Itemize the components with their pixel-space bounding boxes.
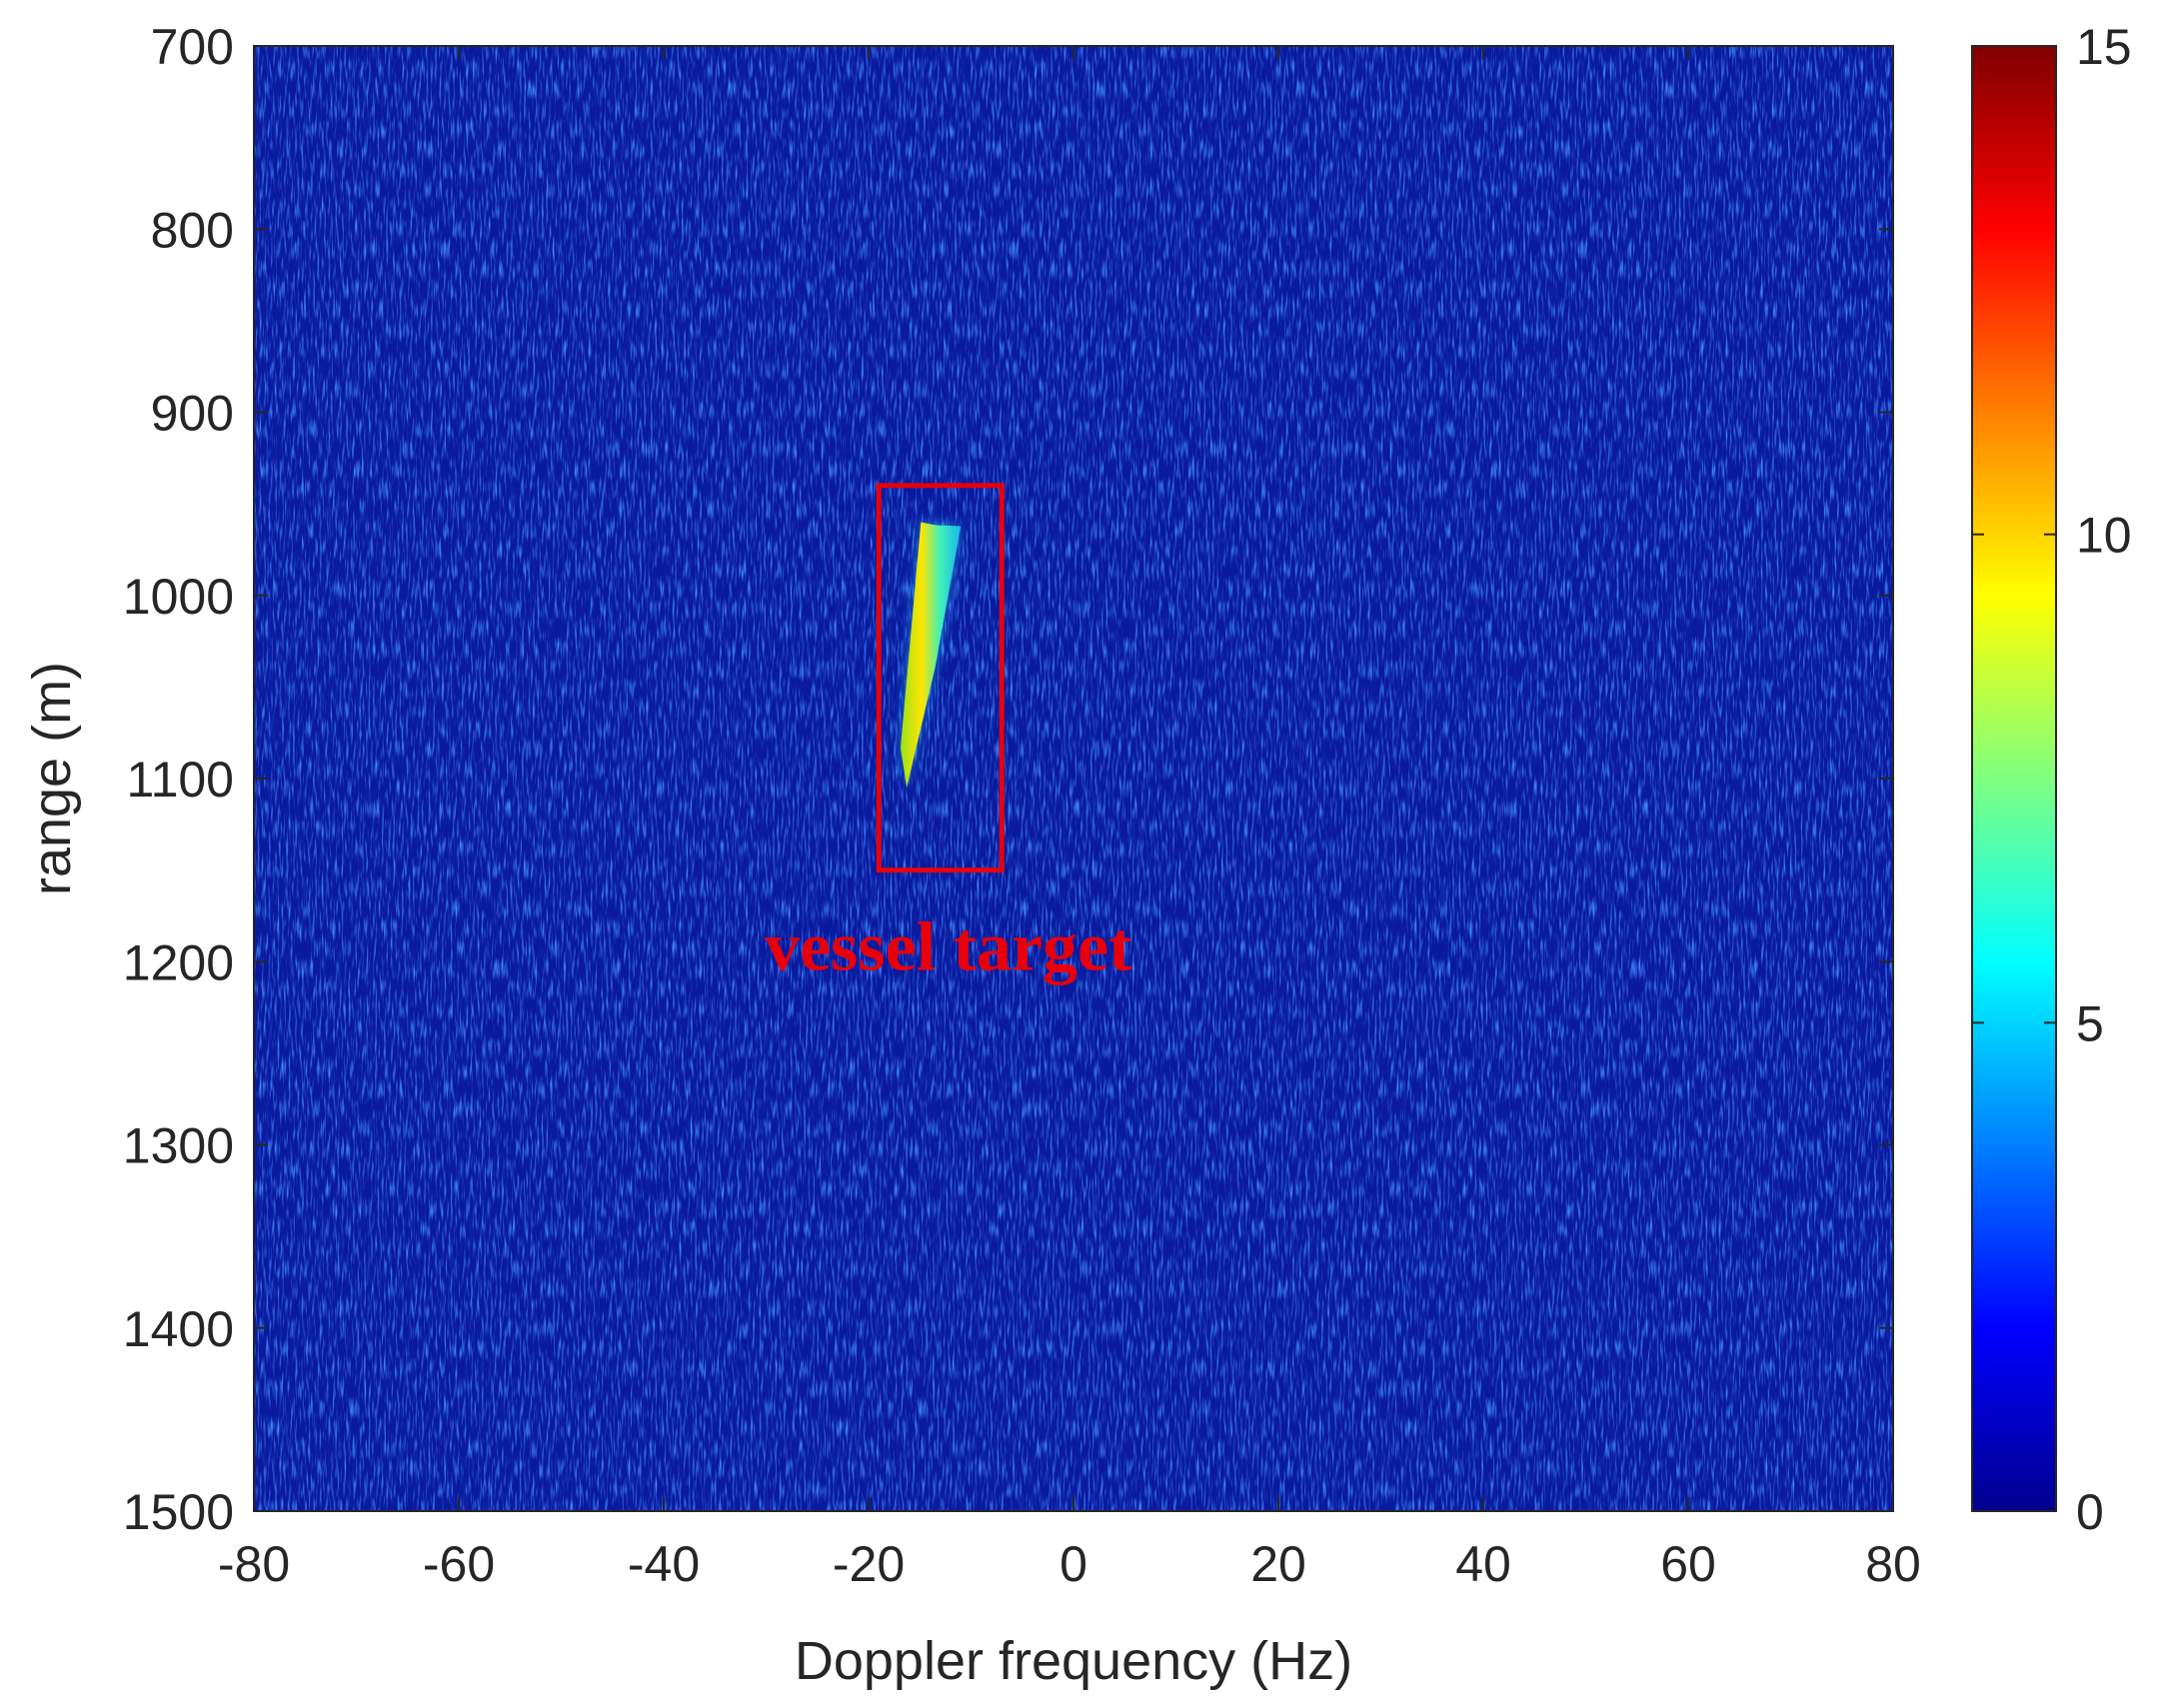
plot-area (254, 46, 1893, 1511)
y-tick-label: 700 (151, 19, 234, 75)
target-core (900, 522, 962, 789)
y-tick-label: 900 (151, 386, 234, 442)
colorbar-gradient (1971, 45, 2057, 1512)
target-streak (900, 522, 962, 789)
y-tick-label: 800 (151, 202, 234, 258)
x-tick-label: -40 (628, 1536, 700, 1592)
colorbar-ticks: 0 5 10 15 (1972, 19, 2132, 1540)
colorbar-tick-label: 0 (2076, 1484, 2104, 1540)
colorbar-tick-label: 15 (2076, 19, 2132, 75)
x-tick-label: 40 (1455, 1536, 1511, 1592)
x-axis-label: Doppler frequency (Hz) (795, 1631, 1352, 1691)
colorbar-tick-label: 10 (2076, 508, 2132, 564)
y-tick-label: 1300 (123, 1118, 234, 1174)
y-tick-label: 1100 (126, 752, 234, 808)
vessel-target-box (876, 483, 1005, 873)
x-tick-label: 0 (1060, 1536, 1087, 1592)
x-tick-labels: -80 -60 -40 -20 0 20 40 60 80 (218, 1536, 1921, 1592)
y-tick-labels: 700 800 900 1000 1100 1200 1300 1400 1500 (123, 19, 234, 1540)
x-tick-label: -80 (218, 1536, 290, 1592)
y-tick-label: 1000 (123, 569, 234, 625)
annotation: vessel target (765, 483, 1131, 986)
colorbar: 0 5 10 15 (1971, 19, 2132, 1540)
x-tick-label: 60 (1660, 1536, 1716, 1592)
colorbar-tick-label: 5 (2076, 995, 2104, 1051)
x-tick-label: -20 (833, 1536, 905, 1592)
x-tick-label: 80 (1865, 1536, 1921, 1592)
x-tick-label: 20 (1250, 1536, 1306, 1592)
y-tick-label: 1400 (123, 1301, 234, 1357)
heatmap-noise (254, 46, 1893, 1511)
y-tick-label: 1200 (123, 934, 234, 990)
y-axis-label: range (m) (22, 662, 82, 895)
axis-ticks (253, 45, 1894, 1512)
y-tick-label: 1500 (123, 1484, 234, 1540)
vessel-target-label: vessel target (765, 909, 1131, 986)
x-tick-label: -60 (423, 1536, 495, 1592)
